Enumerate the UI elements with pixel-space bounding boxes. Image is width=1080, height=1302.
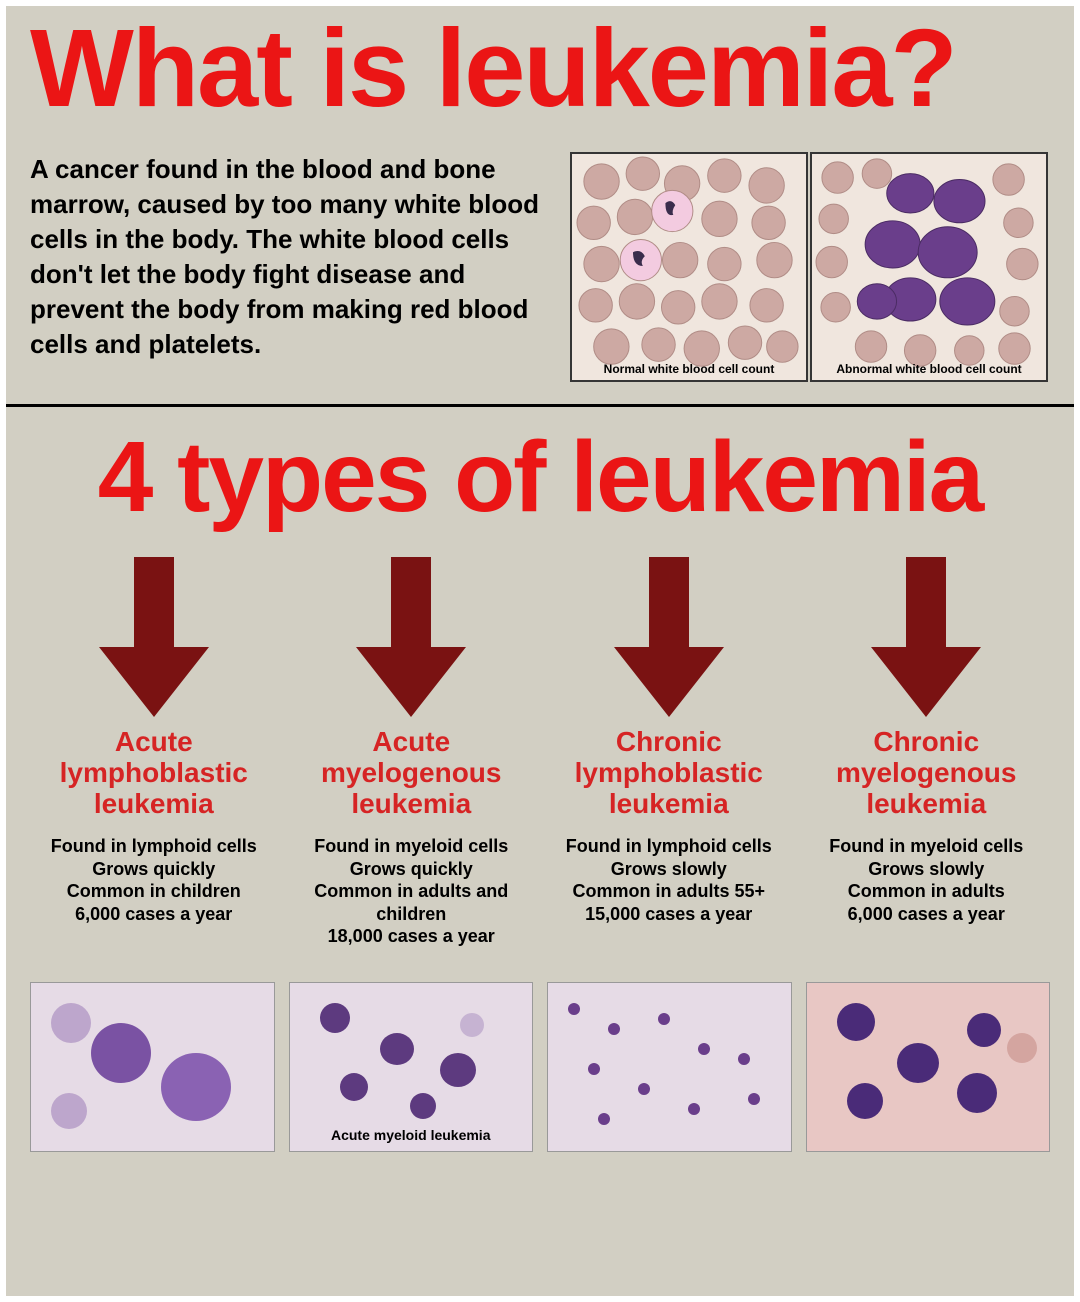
type-name: Acute lymphoblastic leukemia [30,727,278,819]
section-divider [6,404,1074,407]
micrograph-abnormal-caption: Abnormal white blood cell count [812,362,1046,376]
type-line: 18,000 cases a year [288,925,536,948]
type-line: 15,000 cases a year [566,903,772,926]
type-line: Grows quickly [288,858,536,881]
type-line: Grows slowly [566,858,772,881]
infographic-page: What is leukemia? A cancer found in the … [0,0,1080,1302]
type-line: Common in adults 55+ [566,880,772,903]
type-line: Common in adults and children [288,880,536,925]
thumbnail [806,982,1051,1152]
thumbnail [30,982,275,1152]
main-title: What is leukemia? [30,14,1050,124]
type-line: 6,000 cases a year [829,903,1023,926]
type-column: Chronic myelogenous leukemia Found in my… [803,557,1051,948]
thumbnail-row: Acute myeloid leukemia [30,982,1050,1152]
cells-abnormal-icon [812,154,1046,380]
intro-row: A cancer found in the blood and bone mar… [30,152,1050,382]
micrograph-normal: Normal white blood cell count [570,152,808,382]
thumbnail [547,982,792,1152]
type-line: Found in myeloid cells [829,835,1023,858]
type-name: Acute myelogenous leukemia [288,727,536,819]
type-column: Acute lymphoblastic leukemia Found in ly… [30,557,278,948]
type-line: Common in adults [829,880,1023,903]
arrow-down-icon [99,557,209,717]
type-desc: Found in lymphoid cells Grows quickly Co… [51,835,257,925]
intro-text: A cancer found in the blood and bone mar… [30,152,540,363]
micrograph-normal-caption: Normal white blood cell count [572,362,806,376]
type-desc: Found in lymphoid cells Grows slowly Com… [566,835,772,925]
type-line: Found in myeloid cells [288,835,536,858]
type-line: Found in lymphoid cells [566,835,772,858]
cells-normal-icon [572,154,806,380]
thumbnail: Acute myeloid leukemia [289,982,534,1152]
thumbnail-caption: Acute myeloid leukemia [290,1127,533,1143]
micrograph-pair: Normal white blood cell count [570,152,1050,382]
type-column: Acute myelogenous leukemia Found in myel… [288,557,536,948]
type-column: Chronic lymphoblastic leukemia Found in … [545,557,793,948]
arrow-down-icon [871,557,981,717]
type-desc: Found in myeloid cells Grows quickly Com… [288,835,536,948]
types-columns: Acute lymphoblastic leukemia Found in ly… [30,557,1050,948]
type-line: Grows quickly [51,858,257,881]
micrograph-abnormal: Abnormal white blood cell count [810,152,1048,382]
type-line: Common in children [51,880,257,903]
type-desc: Found in myeloid cells Grows slowly Comm… [829,835,1023,925]
type-line: Found in lymphoid cells [51,835,257,858]
type-name: Chronic myelogenous leukemia [803,727,1051,819]
subtitle: 4 types of leukemia [30,427,1050,527]
type-line: 6,000 cases a year [51,903,257,926]
type-name: Chronic lymphoblastic leukemia [545,727,793,819]
arrow-down-icon [356,557,466,717]
type-line: Grows slowly [829,858,1023,881]
arrow-down-icon [614,557,724,717]
